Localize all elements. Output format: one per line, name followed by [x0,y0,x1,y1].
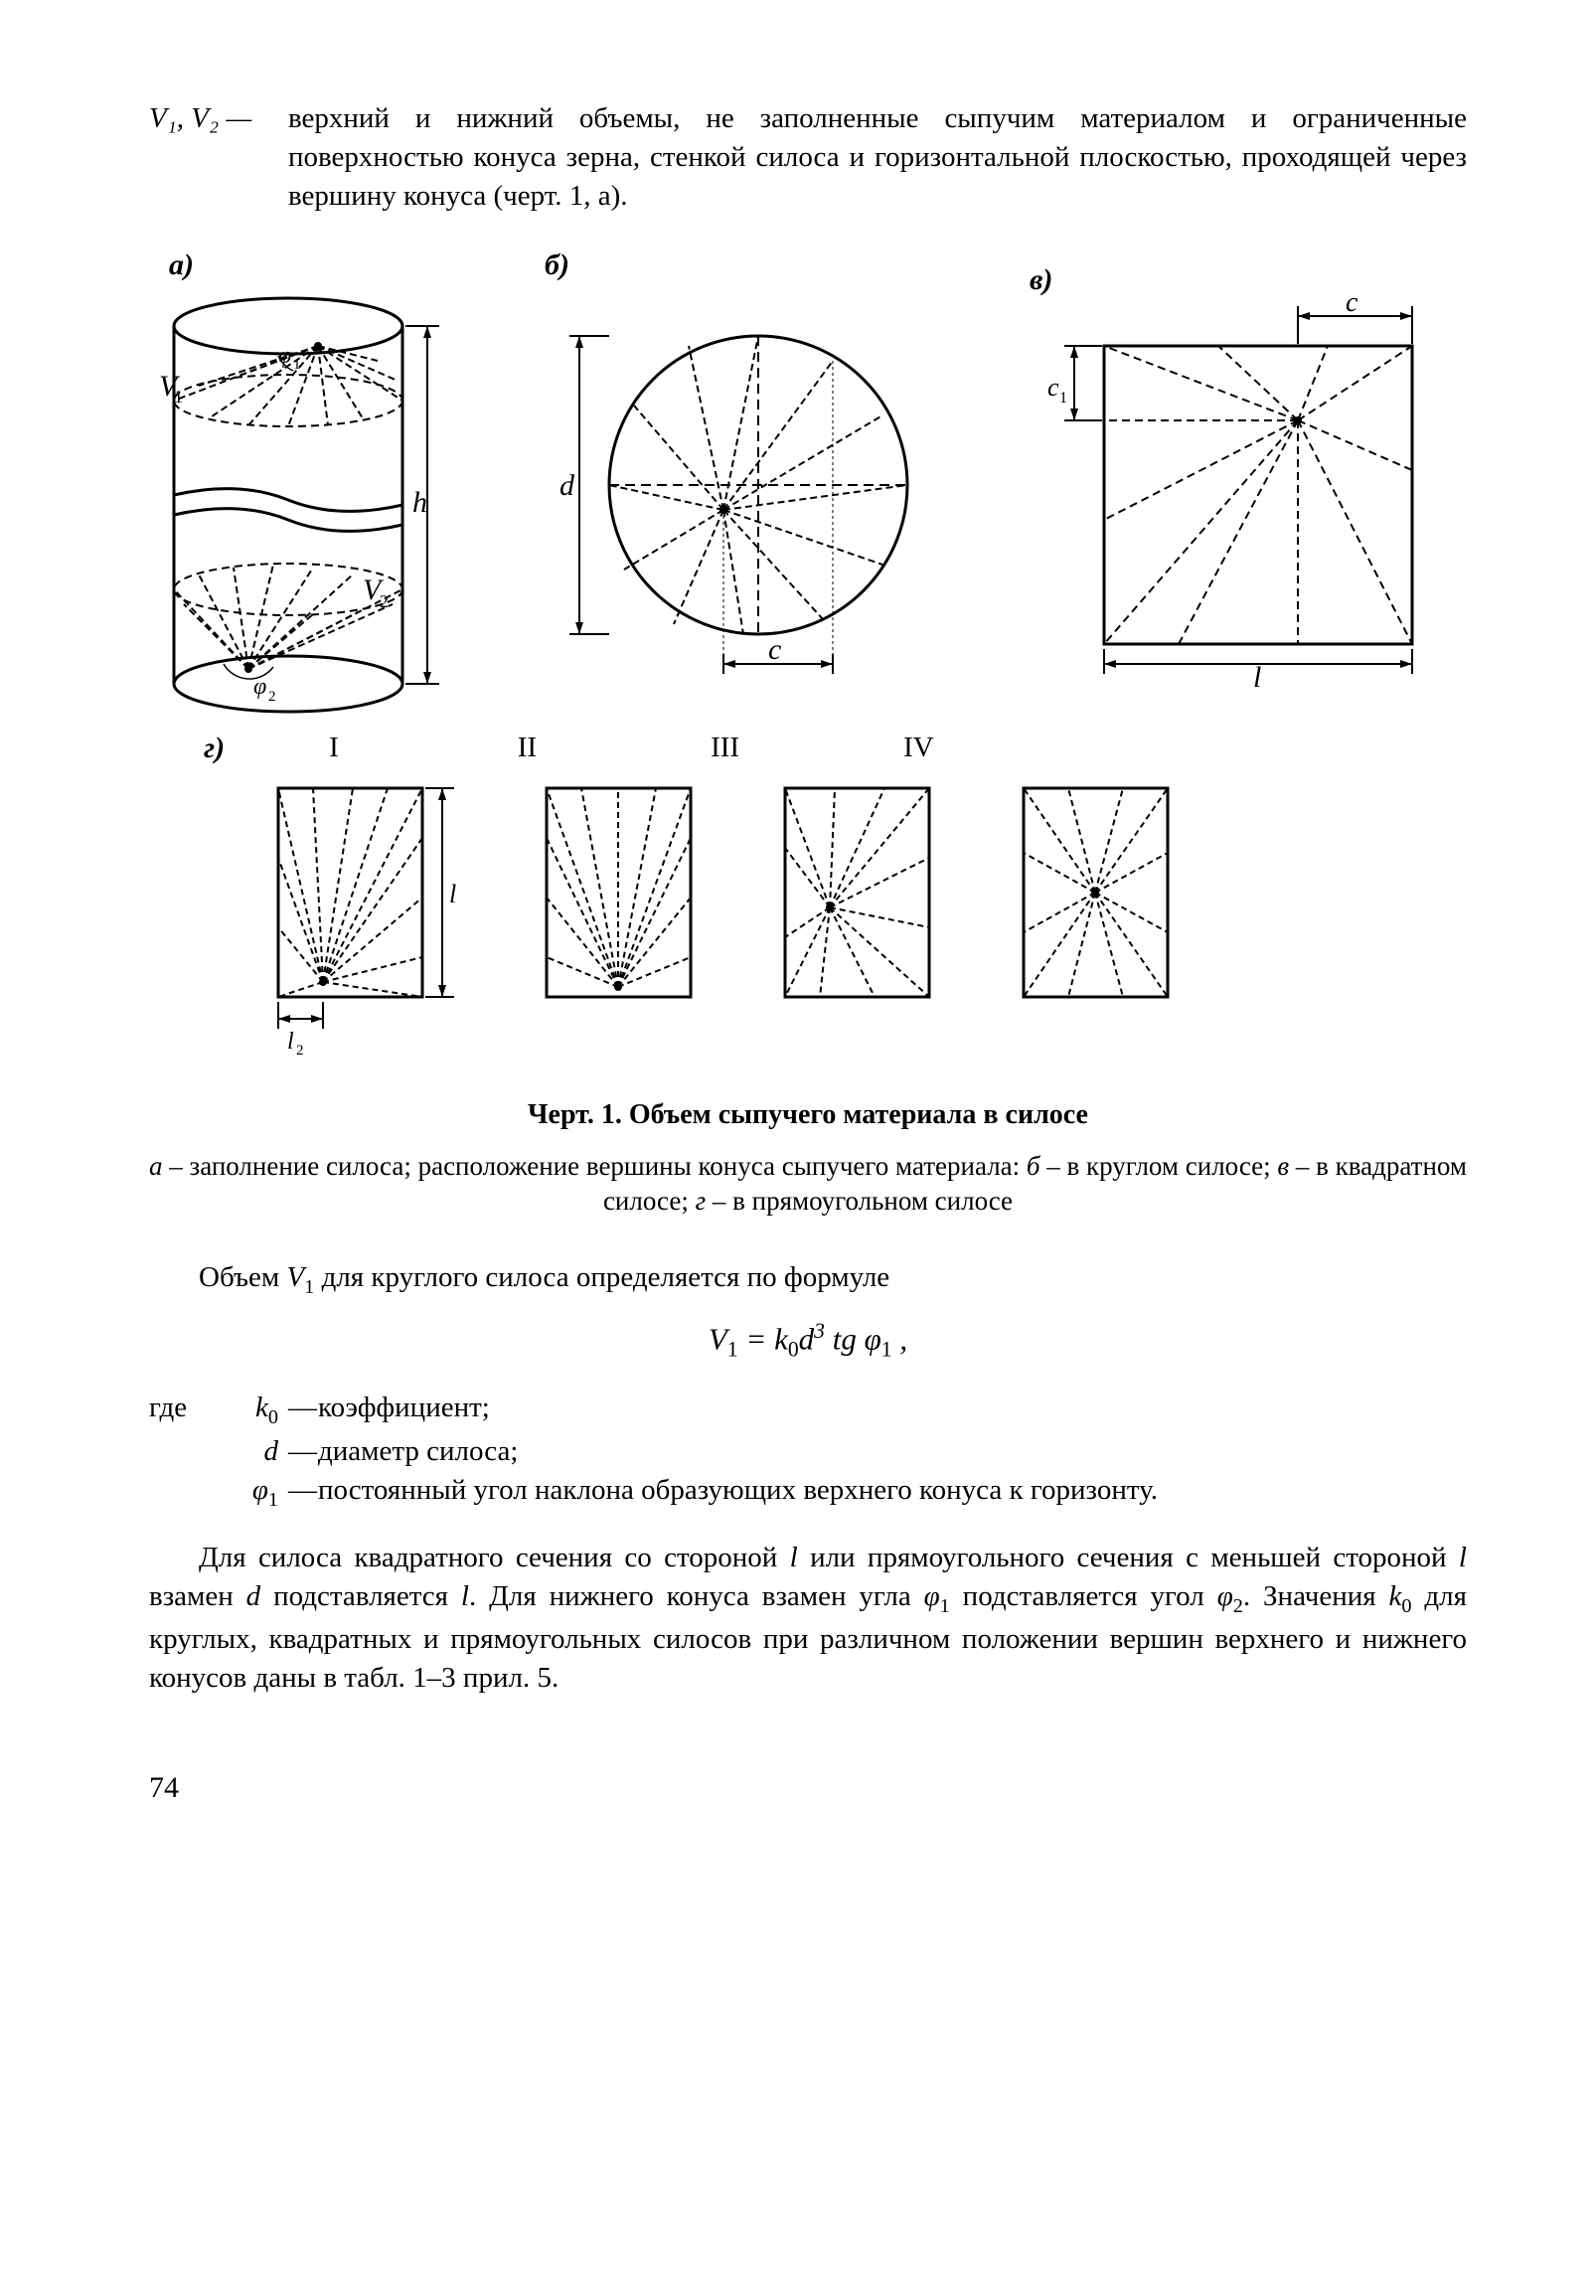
figure-v: в) [1030,246,1467,719]
svg-text:2: 2 [380,591,389,611]
figure-row-1: а) [149,246,1467,719]
page-number: 74 [149,1768,1467,1809]
figure-g-2 [537,778,701,1007]
paragraph-1: Объем V1 для круглого силоса определяетс… [149,1258,1467,1301]
svg-text:c: c [1047,373,1059,402]
where-list: где k0 — коэффициент; d — диаметр силоса… [149,1389,1467,1514]
figure-b-svg: d c [535,311,952,689]
definition-symbols: V₁, V₂ — [149,99,288,216]
svg-text:l: l [287,1029,294,1055]
roman-1: I [329,729,339,767]
roman-4: IV [903,729,934,767]
formula-v1: V1 = k0d3 tg φ1 , [149,1317,1467,1365]
svg-text:c: c [1346,291,1358,318]
figure-subcaption: а – заполнение силоса; расположение верш… [149,1149,1467,1219]
where-text-k0: коэффициент; [318,1389,1467,1431]
figure-b: б) [535,246,952,719]
roman-numerals: I II III IV [329,729,934,767]
where-sym-phi1: φ1 [229,1471,288,1514]
paragraph-2: Для силоса квадратного сечения со сторон… [149,1539,1467,1699]
svg-text:1: 1 [293,357,301,373]
definition-text: верхний и нижний объемы, не заполненные … [288,99,1467,216]
figure-g-1: l l 2 [263,778,462,1057]
figure-row-2: l l 2 [263,778,1467,1057]
where-text-d: диаметр силоса; [318,1432,1467,1471]
svg-text:2: 2 [296,1043,304,1057]
svg-text:d: d [559,469,575,502]
svg-text:l: l [449,880,456,908]
figure-g-3 [775,778,939,1007]
svg-text:l: l [1253,661,1261,689]
figure-caption: Черт. 1. Объем сыпучего материала в сило… [149,1096,1467,1134]
volume-definition: V₁, V₂ — верхний и нижний объемы, не зап… [149,99,1467,216]
figure-a-svg: V 1 V 2 h φ 1 φ 2 [149,291,457,719]
svg-text:1: 1 [174,387,183,407]
figure-a: а) [149,246,457,719]
figure-b-label: б) [545,246,952,286]
svg-text:c: c [768,633,781,666]
svg-text:h: h [412,486,427,519]
figure-g-4 [1014,778,1178,1007]
svg-text:2: 2 [268,689,276,705]
roman-2: II [518,729,537,767]
where-label: где [149,1389,229,1431]
figure-g-label: г) [204,729,225,769]
figure-v-svg: c c 1 l [1030,291,1467,689]
figure-v-label: в) [1030,260,1052,301]
figure-a-label: а) [169,246,457,286]
svg-text:1: 1 [1059,390,1067,407]
roman-3: III [711,729,739,767]
where-sym-k0: k0 [229,1389,288,1431]
where-text-phi1: постоянный угол наклона образующих верхн… [318,1471,1467,1514]
where-sym-d: d [229,1432,288,1471]
